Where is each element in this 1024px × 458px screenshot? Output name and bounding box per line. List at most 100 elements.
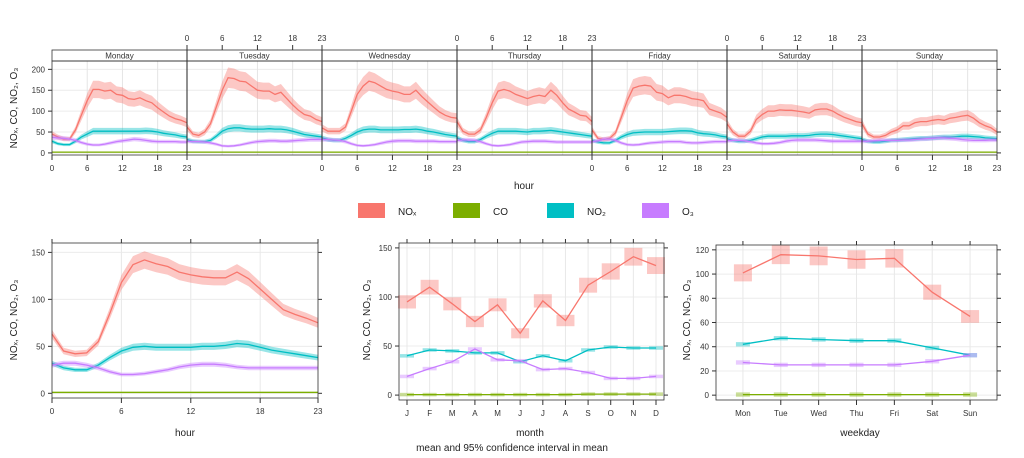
month-xlabel: month xyxy=(516,428,544,439)
o3-line-wednesday xyxy=(322,138,457,147)
no2-line-saturday xyxy=(726,133,863,142)
y-tick-label: 80 xyxy=(700,294,709,303)
nox-ci-band xyxy=(52,251,318,357)
y-tick-label: 0 xyxy=(41,149,46,158)
y-tick-label: 0 xyxy=(388,391,393,400)
strip-label: Tuesday xyxy=(239,52,269,61)
nox-ci-band-wednesday xyxy=(322,71,457,135)
legend-swatch-co xyxy=(453,203,480,218)
legend-label-nox: NOₓ xyxy=(398,207,417,218)
y-tick-label: 150 xyxy=(32,248,46,257)
x-tick-label: 0 xyxy=(590,164,595,173)
x-tick-label: M xyxy=(449,409,456,418)
x-tick-label-top: 0 xyxy=(185,34,190,43)
x-tick-label: 0 xyxy=(320,164,325,173)
x-tick-label: 12 xyxy=(388,164,397,173)
o3-line-monday xyxy=(51,136,187,146)
x-tick-label: 12 xyxy=(928,164,937,173)
o3-line xyxy=(742,354,971,366)
x-tick-label-top: 12 xyxy=(523,34,532,43)
x-tick-label: D xyxy=(653,409,659,418)
strip-label: Monday xyxy=(105,52,133,61)
y-tick-label: 100 xyxy=(32,295,46,304)
nox-line-friday xyxy=(591,84,728,141)
x-tick-label-top: 0 xyxy=(455,34,460,43)
top-xlabel: hour xyxy=(514,181,535,192)
x-tick-label-top: 23 xyxy=(318,34,327,43)
x-tick-label: Wed xyxy=(810,409,826,418)
x-tick-label-top: 6 xyxy=(220,34,225,43)
top-ylabel: NOₓ, CO, NO₂, O₃ xyxy=(9,68,20,149)
nox-ci-band-thursday xyxy=(457,80,592,137)
legend-label-o3: O₃ xyxy=(682,207,694,218)
nox-line-monday xyxy=(51,88,188,140)
x-tick-label: 23 xyxy=(453,164,462,173)
y-tick-label: 40 xyxy=(700,343,709,352)
x-tick-label: S xyxy=(585,409,590,418)
x-tick-label: N xyxy=(630,409,636,418)
x-tick-label: J xyxy=(541,409,545,418)
nox-ci-band-saturday xyxy=(727,102,862,139)
weekday-xlabel: weekday xyxy=(839,428,879,439)
x-tick-label: F xyxy=(427,409,432,418)
panel-frame xyxy=(398,242,665,401)
strip-label: Sunday xyxy=(916,52,943,61)
o3-ci-band xyxy=(52,360,318,377)
x-tick-label: 18 xyxy=(963,164,972,173)
x-tick-label: 23 xyxy=(993,164,1002,173)
strip-label: Saturday xyxy=(778,52,810,61)
x-tick-label: 18 xyxy=(693,164,702,173)
legend-swatch-no2 xyxy=(547,203,574,218)
no2-ci-band xyxy=(52,339,318,372)
x-tick-label: 12 xyxy=(118,164,127,173)
o3-ci-box xyxy=(400,374,414,379)
x-tick-label-top: 23 xyxy=(588,34,597,43)
no2-ci-box xyxy=(400,354,414,358)
strip-label: Thursday xyxy=(508,52,541,61)
no2-line xyxy=(406,346,656,363)
panel-frame xyxy=(715,244,998,401)
x-tick-label-top: 18 xyxy=(558,34,567,43)
legend-swatch-o3 xyxy=(642,203,669,218)
x-tick-label: 0 xyxy=(860,164,865,173)
y-tick-label: 20 xyxy=(700,367,709,376)
o3-line-saturday xyxy=(726,139,862,145)
nox-line-tuesday xyxy=(186,76,323,137)
y-tick-label: 0 xyxy=(41,389,46,398)
x-tick-label: 23 xyxy=(183,164,192,173)
nox-ci-band-friday xyxy=(592,76,727,142)
o3-ci-band-sunday xyxy=(862,135,997,144)
x-tick-label: 6 xyxy=(85,164,90,173)
no2-line-thursday xyxy=(456,129,593,143)
x-tick-label: 23 xyxy=(314,407,323,416)
x-tick-label-top: 6 xyxy=(490,34,495,43)
legend-swatch-nox xyxy=(358,203,385,218)
x-tick-label: J xyxy=(405,409,409,418)
nox-ci-band-tuesday xyxy=(187,67,322,139)
x-tick-label: J xyxy=(518,409,522,418)
y-tick-label: 120 xyxy=(696,246,710,255)
x-tick-label: O xyxy=(608,409,614,418)
x-tick-label: Mon xyxy=(735,409,751,418)
x-tick-label-top: 18 xyxy=(828,34,837,43)
x-tick-label-top: 0 xyxy=(725,34,730,43)
x-tick-label: Tue xyxy=(774,409,788,418)
o3-line xyxy=(51,362,318,376)
hour-ylabel: NOₓ, CO, NO₂, O₃ xyxy=(9,280,20,361)
top-panel-frame xyxy=(51,60,998,156)
y-tick-label: 0 xyxy=(705,391,710,400)
nox-line-wednesday xyxy=(321,80,458,132)
y-tick-label: 150 xyxy=(32,86,46,95)
nox-line-thursday xyxy=(456,88,593,135)
no2-line-monday xyxy=(51,130,188,146)
x-tick-label: 6 xyxy=(625,164,630,173)
x-tick-label: 6 xyxy=(355,164,360,173)
x-tick-label: Thu xyxy=(850,409,864,418)
nox-line-sunday xyxy=(861,114,998,138)
x-tick-label: 0 xyxy=(50,164,55,173)
nox-line-saturday xyxy=(726,108,863,137)
y-tick-label: 50 xyxy=(383,342,392,351)
y-tick-label: 100 xyxy=(379,293,393,302)
x-tick-label: 23 xyxy=(723,164,732,173)
